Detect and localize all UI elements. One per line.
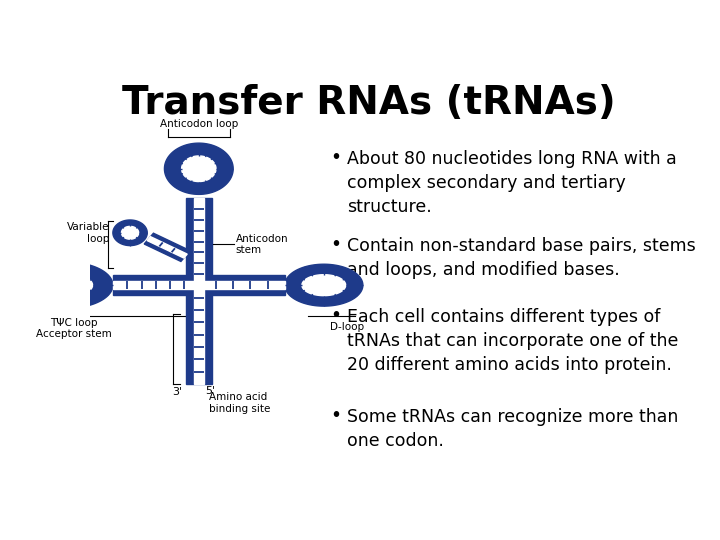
Text: complex secondary and tertiary: complex secondary and tertiary bbox=[347, 174, 626, 192]
Text: Anticodon loop: Anticodon loop bbox=[160, 119, 238, 129]
Text: Some tRNAs can recognize more than: Some tRNAs can recognize more than bbox=[347, 408, 678, 426]
Polygon shape bbox=[19, 262, 113, 308]
Text: •: • bbox=[330, 148, 341, 167]
Text: •: • bbox=[330, 235, 341, 254]
Text: Contain non-standard base pairs, stems: Contain non-standard base pairs, stems bbox=[347, 238, 696, 255]
Polygon shape bbox=[181, 156, 216, 181]
Polygon shape bbox=[186, 198, 212, 285]
Text: TΨC loop: TΨC loop bbox=[50, 319, 98, 328]
Polygon shape bbox=[199, 275, 284, 295]
Text: Anticodon
stem: Anticodon stem bbox=[235, 234, 288, 255]
Polygon shape bbox=[40, 274, 93, 297]
Polygon shape bbox=[147, 237, 187, 258]
Text: •: • bbox=[330, 306, 341, 325]
Polygon shape bbox=[113, 220, 148, 246]
Text: About 80 nucleotides long RNA with a: About 80 nucleotides long RNA with a bbox=[347, 150, 676, 168]
Text: tRNAs that can incorporate one of the: tRNAs that can incorporate one of the bbox=[347, 332, 678, 350]
Polygon shape bbox=[122, 226, 139, 239]
Text: Acceptor stem: Acceptor stem bbox=[36, 329, 112, 339]
Text: 5': 5' bbox=[205, 386, 215, 396]
Text: Each cell contains different types of: Each cell contains different types of bbox=[347, 308, 660, 326]
Polygon shape bbox=[199, 281, 284, 289]
Text: and loops, and modified bases.: and loops, and modified bases. bbox=[347, 261, 619, 280]
Text: 20 different amino acids into protein.: 20 different amino acids into protein. bbox=[347, 356, 672, 374]
Polygon shape bbox=[164, 143, 233, 194]
Text: one codon.: one codon. bbox=[347, 432, 444, 450]
Text: 3': 3' bbox=[173, 388, 183, 397]
Polygon shape bbox=[186, 285, 212, 384]
Text: Transfer RNAs (tRNAs): Transfer RNAs (tRNAs) bbox=[122, 84, 616, 122]
Polygon shape bbox=[113, 281, 199, 289]
Polygon shape bbox=[144, 233, 190, 261]
Polygon shape bbox=[113, 275, 199, 295]
Polygon shape bbox=[194, 285, 204, 384]
Text: D-loop: D-loop bbox=[330, 322, 364, 332]
Text: Amino acid
binding site: Amino acid binding site bbox=[210, 393, 271, 414]
Text: Variable
loop: Variable loop bbox=[67, 222, 109, 244]
Polygon shape bbox=[284, 264, 363, 306]
Text: structure.: structure. bbox=[347, 198, 431, 217]
Polygon shape bbox=[194, 198, 204, 285]
Polygon shape bbox=[302, 275, 346, 296]
Text: •: • bbox=[330, 406, 341, 425]
